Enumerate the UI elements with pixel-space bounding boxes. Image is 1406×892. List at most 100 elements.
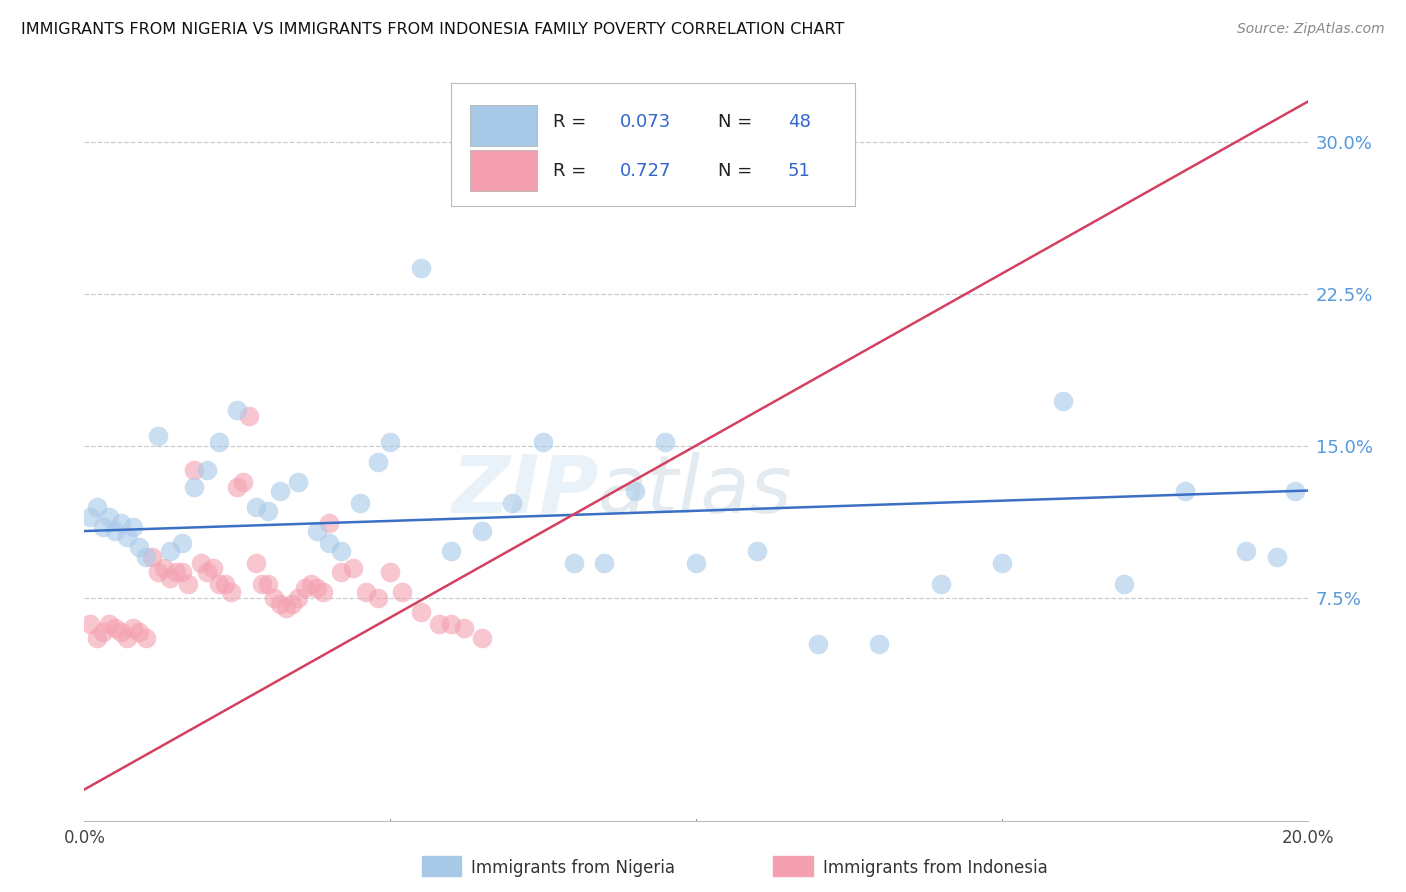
- Point: [440, 544, 463, 558]
- Point: [79, 617, 101, 632]
- Point: [257, 576, 280, 591]
- Text: 0.073: 0.073: [620, 113, 672, 131]
- Point: [299, 576, 322, 591]
- Point: [195, 565, 218, 579]
- Text: 0.727: 0.727: [620, 162, 672, 180]
- Point: [146, 565, 169, 579]
- Point: [97, 509, 120, 524]
- Point: [349, 496, 371, 510]
- Point: [159, 544, 181, 558]
- Point: [104, 524, 127, 538]
- Point: [146, 429, 169, 443]
- Point: [471, 524, 494, 538]
- Point: [654, 434, 676, 449]
- Text: N =: N =: [718, 162, 758, 180]
- Point: [1114, 576, 1136, 591]
- Point: [276, 601, 298, 615]
- Point: [232, 475, 254, 490]
- Point: [238, 409, 260, 423]
- Text: ZIP: ZIP: [451, 452, 598, 530]
- Point: [190, 557, 212, 571]
- Point: [1284, 483, 1306, 498]
- Point: [122, 520, 145, 534]
- Point: [226, 479, 249, 493]
- Point: [305, 524, 328, 538]
- Point: [135, 550, 157, 565]
- Point: [110, 625, 132, 640]
- Point: [685, 557, 707, 571]
- Point: [471, 632, 494, 646]
- Point: [115, 632, 138, 646]
- FancyBboxPatch shape: [470, 150, 537, 191]
- Point: [201, 560, 224, 574]
- Point: [110, 516, 132, 530]
- Point: [269, 597, 291, 611]
- Point: [531, 434, 554, 449]
- Point: [1174, 483, 1197, 498]
- Point: [380, 434, 402, 449]
- Point: [257, 504, 280, 518]
- Point: [330, 565, 353, 579]
- Point: [502, 496, 524, 510]
- Point: [929, 576, 952, 591]
- Point: [141, 550, 163, 565]
- Point: [79, 509, 101, 524]
- Point: [128, 625, 150, 640]
- Point: [245, 557, 267, 571]
- Point: [380, 565, 402, 579]
- Point: [294, 581, 316, 595]
- Point: [367, 455, 389, 469]
- Point: [86, 632, 108, 646]
- Point: [354, 584, 377, 599]
- Point: [318, 536, 340, 550]
- Point: [287, 591, 309, 605]
- Text: Immigrants from Indonesia: Immigrants from Indonesia: [823, 859, 1047, 877]
- Point: [312, 584, 335, 599]
- Point: [172, 565, 194, 579]
- FancyBboxPatch shape: [470, 105, 537, 146]
- Point: [159, 571, 181, 585]
- Text: Source: ZipAtlas.com: Source: ZipAtlas.com: [1237, 22, 1385, 37]
- Point: [305, 581, 328, 595]
- Point: [153, 560, 176, 574]
- Point: [183, 479, 205, 493]
- Point: [177, 576, 200, 591]
- Point: [269, 483, 291, 498]
- Point: [427, 617, 450, 632]
- Point: [214, 576, 236, 591]
- Point: [593, 557, 616, 571]
- Text: N =: N =: [718, 113, 758, 131]
- Point: [172, 536, 194, 550]
- Point: [562, 557, 585, 571]
- Point: [391, 584, 413, 599]
- Point: [624, 483, 647, 498]
- Point: [409, 605, 432, 619]
- Text: atlas: atlas: [598, 452, 793, 530]
- Point: [115, 530, 138, 544]
- Point: [250, 576, 273, 591]
- Point: [1052, 394, 1074, 409]
- Point: [440, 617, 463, 632]
- Point: [409, 260, 432, 275]
- Point: [263, 591, 285, 605]
- Point: [219, 584, 242, 599]
- Text: Immigrants from Nigeria: Immigrants from Nigeria: [471, 859, 675, 877]
- Point: [869, 637, 891, 651]
- Point: [208, 576, 231, 591]
- Text: 51: 51: [787, 162, 811, 180]
- Text: IMMIGRANTS FROM NIGERIA VS IMMIGRANTS FROM INDONESIA FAMILY POVERTY CORRELATION : IMMIGRANTS FROM NIGERIA VS IMMIGRANTS FR…: [21, 22, 845, 37]
- Point: [281, 597, 304, 611]
- Point: [807, 637, 830, 651]
- Point: [342, 560, 364, 574]
- Point: [318, 516, 340, 530]
- Point: [747, 544, 769, 558]
- Point: [1236, 544, 1258, 558]
- Point: [287, 475, 309, 490]
- Point: [195, 463, 218, 477]
- Point: [245, 500, 267, 514]
- Point: [208, 434, 231, 449]
- Text: 48: 48: [787, 113, 811, 131]
- Point: [165, 565, 187, 579]
- Text: 0.0%: 0.0%: [63, 829, 105, 847]
- Point: [122, 621, 145, 635]
